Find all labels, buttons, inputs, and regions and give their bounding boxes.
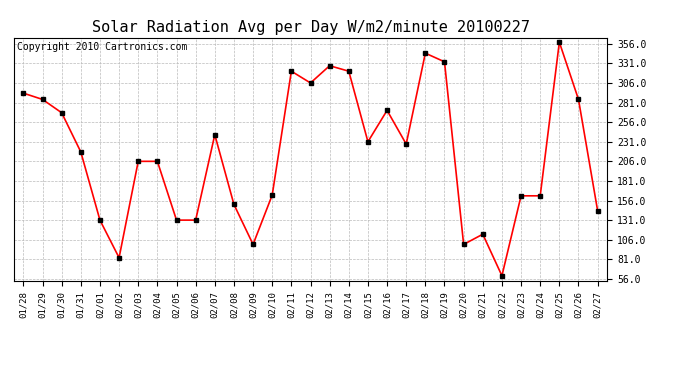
Title: Solar Radiation Avg per Day W/m2/minute 20100227: Solar Radiation Avg per Day W/m2/minute …	[92, 20, 529, 35]
Text: Copyright 2010 Cartronics.com: Copyright 2010 Cartronics.com	[17, 42, 187, 52]
